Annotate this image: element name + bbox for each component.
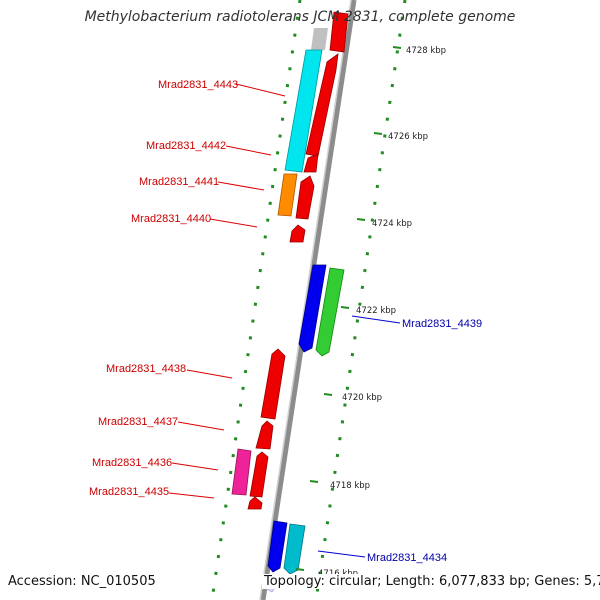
gene-label-forward[interactable]: Mrad2831_4437 xyxy=(98,416,178,428)
scale-tick-label: 4726 kbp xyxy=(388,132,428,142)
gene-label-forward[interactable]: Mrad2831_4435 xyxy=(89,486,169,498)
genome-backbone-highlight xyxy=(259,0,352,600)
forward-label-leaders xyxy=(168,83,286,499)
topology-value: Topology: circular; Length: 6,077,833 bp… xyxy=(262,574,600,589)
feature-blue-4439 xyxy=(298,264,327,353)
feature-red-4441 xyxy=(295,175,315,220)
feature-cyan xyxy=(284,49,323,173)
feature-red-top xyxy=(329,11,349,53)
scale-tick-label: 4718 kbp xyxy=(330,481,370,491)
gene-label-forward[interactable]: Mrad2831_4441 xyxy=(139,176,219,188)
scale-ticks xyxy=(295,46,402,571)
feature-red-4435 xyxy=(247,496,263,510)
feature-red-4437 xyxy=(255,420,274,450)
feature-teal-4434 xyxy=(283,523,306,575)
feature-green-4439 xyxy=(315,267,345,357)
scale-tick-label: 4728 kbp xyxy=(406,46,446,56)
reverse-label-leaders xyxy=(317,315,401,558)
gene-label-forward[interactable]: Mrad2831_4438 xyxy=(106,363,186,375)
feature-red-4442 xyxy=(303,153,319,173)
feature-grey xyxy=(311,28,328,50)
feature-red-4436 xyxy=(249,451,269,498)
gene-label-reverse[interactable]: Mrad2831_4439 xyxy=(402,318,482,330)
feature-magenta-4436 xyxy=(231,448,252,496)
scale-tick-label: 4724 kbp xyxy=(372,219,412,229)
feature-red-4438 xyxy=(260,348,286,420)
gene-label-forward[interactable]: Mrad2831_4442 xyxy=(146,140,226,152)
feature-orange-4441 xyxy=(277,173,298,217)
feature-red-4440 xyxy=(289,224,306,243)
accession-text: Accession: NC_010505 xyxy=(8,574,156,589)
feature-red-4443 xyxy=(305,53,339,157)
topology-text: Topology: circular; Length: 6,077,833 bp… xyxy=(262,574,600,589)
gene-label-forward[interactable]: Mrad2831_4436 xyxy=(92,457,172,469)
gene-label-forward[interactable]: Mrad2831_4443 xyxy=(158,79,238,91)
scale-tick-label: 4720 kbp xyxy=(342,393,382,403)
map-title: Methylobacterium radiotolerans JCM 2831,… xyxy=(84,9,516,25)
scale-tick-label: 4722 kbp xyxy=(356,306,396,316)
gene-label-reverse[interactable]: Mrad2831_4434 xyxy=(367,552,447,564)
gene-label-forward[interactable]: Mrad2831_4440 xyxy=(131,213,211,225)
feature-blue-4434 xyxy=(267,520,288,573)
